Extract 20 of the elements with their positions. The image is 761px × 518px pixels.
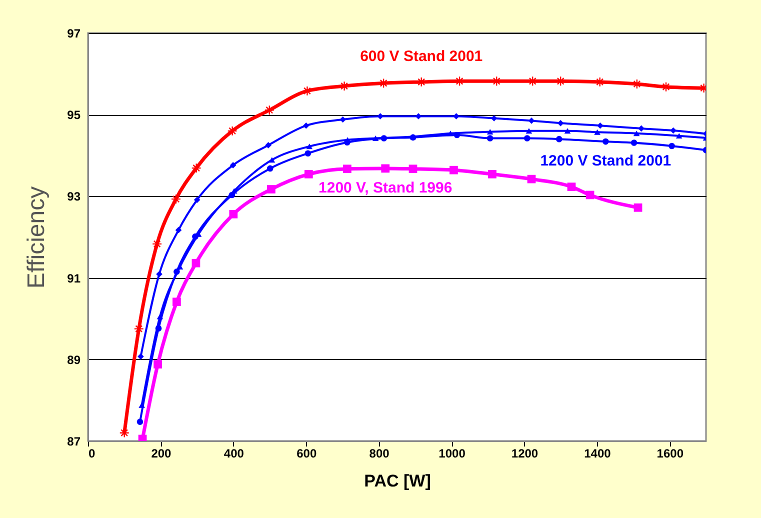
series-label: 600 V Stand 2001: [360, 48, 483, 65]
y-tick-label: 97: [67, 26, 81, 40]
x-tick-label: 800: [369, 446, 390, 460]
x-tick-label: 1600: [656, 446, 684, 460]
y-tick-label: 95: [67, 108, 81, 122]
series-label: 1200 V, Stand 1996: [318, 179, 452, 196]
y-axis-title: Efficiency: [23, 186, 50, 289]
x-tick-label: 1000: [438, 446, 466, 460]
x-axis-title: PAC [W]: [364, 472, 431, 490]
y-tick-label: 87: [67, 434, 81, 448]
x-tick-label: 1200: [511, 446, 538, 460]
x-tick-label: 1400: [584, 446, 612, 460]
x-tick-label: 600: [296, 446, 317, 460]
x-tick-label: 400: [224, 446, 244, 460]
y-tick-label: 93: [67, 190, 81, 204]
x-tick-label: 200: [151, 446, 172, 460]
series-label: 1200 V Stand 2001: [540, 152, 672, 170]
y-tick-label: 89: [67, 352, 81, 367]
y-tick-label: 91: [67, 271, 81, 286]
x-tick-label: 0: [88, 446, 96, 460]
